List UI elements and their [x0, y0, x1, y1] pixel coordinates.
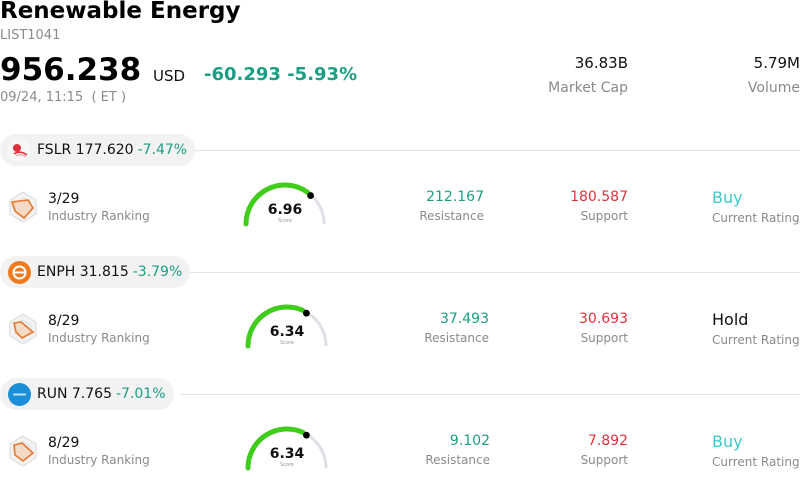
rating-value: Buy: [712, 188, 743, 207]
rating-label: Current Rating: [712, 211, 800, 225]
radar-chart-icon: [8, 434, 38, 472]
ranking-value: 3/29: [48, 191, 80, 207]
enph-logo-icon: [8, 260, 31, 284]
resistance-level: 212.167 Resistance: [419, 189, 484, 223]
fslr-logo-icon: [8, 138, 31, 162]
support-level: 7.892 Support: [581, 433, 628, 467]
index-price: 956.238: [0, 52, 142, 88]
score-value: 6.96: [268, 202, 303, 218]
gauge-fill: [245, 304, 306, 349]
ticker-price: FSLR 177.620: [37, 142, 134, 158]
score-gauge: 6.34 Score: [245, 426, 328, 471]
current-rating: Buy Current Rating: [712, 432, 800, 469]
score-gauge: 6.96 Score: [243, 182, 326, 227]
industry-ranking: 8/29 Industry Ranking: [48, 313, 150, 345]
ranking-label: Industry Ranking: [48, 209, 150, 223]
radar-chart-icon: [8, 312, 38, 350]
support-value: 30.693: [579, 311, 628, 327]
ticker-change: -3.79%: [132, 264, 183, 280]
timestamp: 09/24, 11:15 ( ET ): [0, 90, 127, 105]
ticker-change: -7.47%: [137, 142, 188, 158]
gauge-fill: [245, 426, 306, 471]
divider: [180, 272, 800, 273]
score-label: Score: [280, 340, 294, 346]
divider: [180, 150, 800, 151]
ranking-value: 8/29: [48, 435, 80, 451]
score-label: Score: [280, 462, 294, 468]
index-change: -60.293 -5.93%: [204, 64, 358, 85]
rating-value: Hold: [712, 310, 749, 329]
page-title: Renewable Energy: [0, 0, 241, 24]
score-value: 6.34: [270, 324, 305, 340]
resistance-level: 9.102 Resistance: [425, 433, 490, 467]
rating-value: Buy: [712, 432, 743, 451]
resistance-value: 37.493: [440, 311, 489, 327]
support-value: 180.587: [570, 189, 628, 205]
stock-pill-enph[interactable]: ENPH 31.815 -3.79%: [0, 256, 191, 288]
current-rating: Buy Current Rating: [712, 188, 800, 225]
gauge-marker: [307, 192, 314, 199]
support-label: Support: [580, 331, 628, 345]
resistance-label: Resistance: [425, 453, 490, 467]
rating-label: Current Rating: [712, 455, 800, 469]
ranking-value: 8/29: [48, 313, 80, 329]
support-level: 30.693 Support: [579, 311, 628, 345]
ticker-price: ENPH 31.815: [37, 264, 129, 280]
industry-ranking: 8/29 Industry Ranking: [48, 435, 150, 467]
resistance-value: 212.167: [426, 189, 484, 205]
volume-value: 5.79M: [753, 54, 800, 72]
volume-stat: 5.79M Volume: [748, 54, 800, 96]
resistance-label: Resistance: [419, 209, 484, 223]
currency-label: USD: [153, 67, 186, 85]
gauge-fill: [243, 182, 311, 227]
ticker-change: -7.01%: [115, 386, 166, 402]
industry-ranking: 3/29 Industry Ranking: [48, 191, 150, 223]
stock-pill-fslr[interactable]: FSLR 177.620 -7.47%: [0, 134, 196, 166]
market-cap-stat: 36.83B Market Cap: [548, 54, 628, 96]
resistance-value: 9.102: [449, 433, 490, 449]
support-level: 180.587 Support: [570, 189, 628, 223]
ranking-label: Industry Ranking: [48, 453, 150, 467]
support-label: Support: [580, 453, 628, 467]
gauge-marker: [303, 309, 310, 317]
score-gauge: 6.34 Score: [245, 304, 328, 349]
current-rating: Hold Current Rating: [712, 310, 800, 347]
divider: [180, 394, 800, 395]
run-logo-icon: [8, 382, 31, 406]
market-cap-label: Market Cap: [548, 80, 628, 96]
support-value: 7.892: [587, 433, 628, 449]
volume-label: Volume: [747, 80, 800, 96]
score-value: 6.34: [270, 446, 305, 462]
resistance-label: Resistance: [424, 331, 489, 345]
rating-label: Current Rating: [712, 333, 800, 347]
market-cap-value: 36.83B: [574, 54, 628, 72]
gauge-marker: [303, 431, 310, 439]
support-label: Support: [580, 209, 628, 223]
radar-chart-icon: [8, 190, 38, 228]
resistance-level: 37.493 Resistance: [424, 311, 489, 345]
list-code: LIST1041: [0, 28, 61, 43]
ticker-price: RUN 7.765: [37, 386, 112, 402]
stock-pill-run[interactable]: RUN 7.765 -7.01%: [0, 378, 174, 410]
score-label: Score: [278, 218, 292, 224]
ranking-label: Industry Ranking: [48, 331, 150, 345]
